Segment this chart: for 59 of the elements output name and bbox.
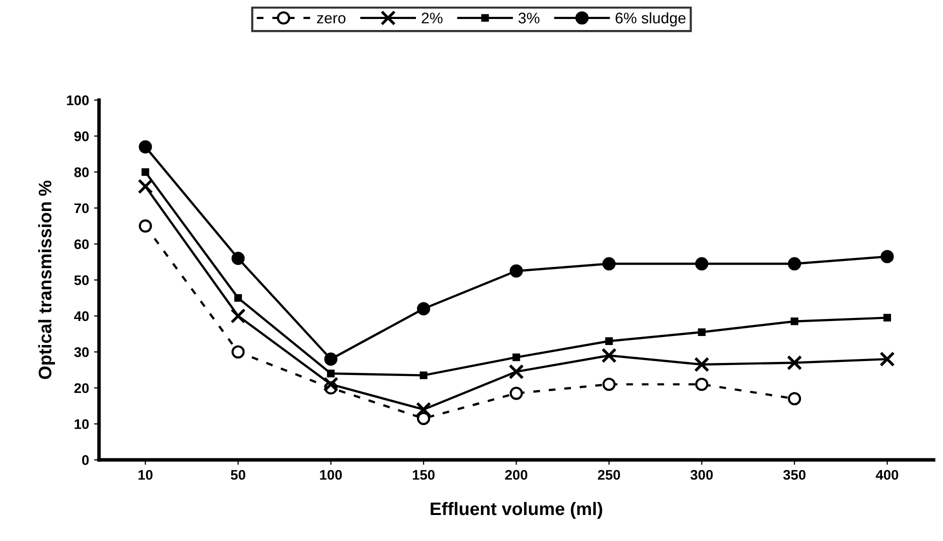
point [234,294,242,302]
point [510,386,523,400]
y-tick-label: 10 [74,419,89,430]
y-tick-label: 30 [74,347,89,358]
y-tick-label: 50 [74,275,89,286]
point [416,302,430,316]
x-tick-label: 50 [230,470,246,480]
x-tick-label: 300 [690,470,713,480]
legend-label: zero [317,15,346,24]
y-tick-label: 0 [82,455,89,466]
point [512,353,520,362]
y-axis-title: Optical transmission % [38,180,56,380]
x-tick-label: 250 [598,470,620,480]
point [695,378,708,391]
legend-label: 2% [422,12,443,24]
x-tick-label: 400 [876,470,898,480]
point [786,355,802,370]
point [416,402,432,418]
legend-label: 3% [518,12,540,24]
point [508,364,524,380]
point [324,352,338,366]
x-tick-label: 150 [412,470,435,480]
point [695,257,708,270]
legend-label: 6% sludge [616,12,686,26]
x-tick-label: 350 [783,470,806,480]
y-tick-label: 60 [74,239,89,250]
point [232,345,245,359]
point [880,351,895,367]
y-tick-label: 90 [74,131,89,142]
x-axis-title: Effluent volume (ml) [430,502,602,519]
point [327,370,335,378]
point [790,318,798,326]
x-tick-label: 100 [320,470,342,480]
point [230,308,246,324]
point [602,257,616,270]
point [601,348,617,364]
point [883,314,892,322]
point [420,371,428,380]
point [602,378,616,391]
y-tick-label: 40 [74,311,89,322]
y-tick-label: 80 [74,167,89,178]
x-tick-label: 200 [505,470,528,480]
y-tick-label: 20 [74,383,89,394]
point [605,337,613,345]
point [694,356,710,372]
point [510,264,523,278]
point [323,376,338,392]
point [788,257,802,270]
point [698,328,706,336]
point [138,140,152,154]
point [232,252,245,265]
point [880,250,894,264]
point [788,392,802,406]
y-tick-label: 100 [66,95,89,106]
y-tick-label: 70 [74,203,89,214]
point [142,168,150,176]
x-tick-label: 10 [138,470,153,480]
point [138,219,152,233]
point [138,178,154,194]
